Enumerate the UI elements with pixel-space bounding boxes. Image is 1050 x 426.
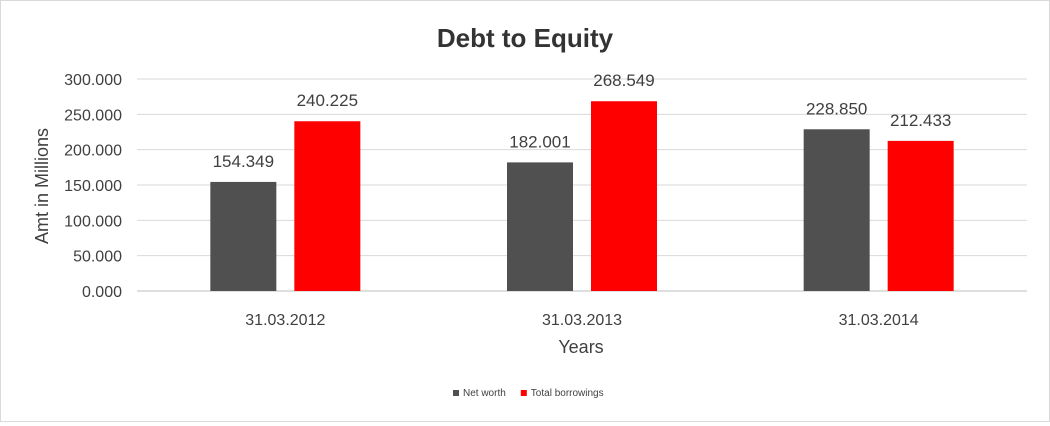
gridlines xyxy=(137,78,1027,292)
bar xyxy=(507,162,573,291)
x-axis-label: Years xyxy=(558,337,603,357)
y-tick-label: 200.000 xyxy=(64,143,122,160)
bar xyxy=(803,129,870,291)
x-tick-label: 31.03.2014 xyxy=(839,312,919,329)
x-tick-label: 31.03.2013 xyxy=(542,312,622,329)
y-tick-label: 300.000 xyxy=(64,72,122,89)
legend-label: Total borrowings xyxy=(531,388,604,399)
y-axis-label: Amt in Millions xyxy=(32,128,52,244)
y-axis-ticks: 0.000 50.000 100.000 150.000 200.000 250.000 3… xyxy=(64,72,122,301)
legend-swatch xyxy=(520,390,527,396)
data-label: 228.850 xyxy=(806,99,867,118)
y-tick-label: 50.000 xyxy=(73,249,122,266)
legend-swatch xyxy=(453,390,459,396)
y-tick-label: 0.000 xyxy=(82,284,122,301)
data-label: 182.001 xyxy=(509,132,570,151)
data-label: 212.433 xyxy=(890,111,951,130)
y-tick-label: 150.000 xyxy=(64,178,122,195)
data-label: 268.549 xyxy=(593,71,654,90)
x-tick-label: 31.03.2012 xyxy=(245,312,325,329)
bar xyxy=(210,181,277,291)
data-label: 154.349 xyxy=(213,152,274,171)
y-tick-label: 100.000 xyxy=(64,213,122,230)
bar xyxy=(887,140,954,291)
legend: Net worth Total borrowings xyxy=(453,388,604,399)
data-label: 240.225 xyxy=(297,91,358,110)
y-tick-label: 250.000 xyxy=(64,107,122,124)
bar xyxy=(294,121,361,291)
bar xyxy=(591,101,657,291)
bars: 154.349 240.225 182.001 268.549 228.850 212.4… xyxy=(210,71,954,291)
chart-title: Debt to Equity xyxy=(437,23,614,53)
legend-label: Net worth xyxy=(463,388,506,399)
x-axis-ticks: 31.03.2012 31.03.2013 31.03.2014 xyxy=(245,312,919,329)
